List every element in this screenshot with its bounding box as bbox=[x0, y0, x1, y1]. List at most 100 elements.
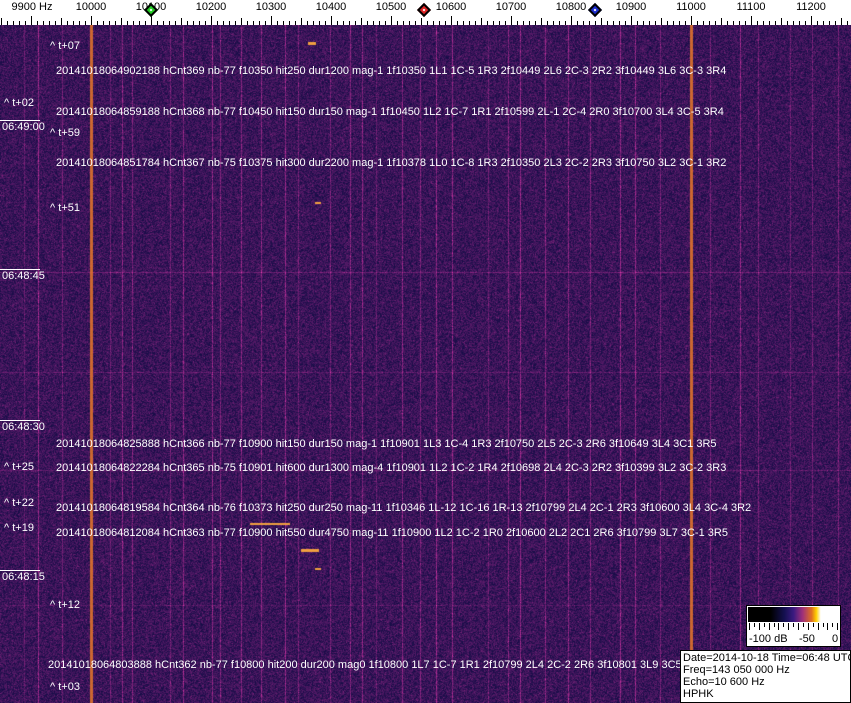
axis-tick bbox=[709, 21, 710, 25]
axis-tick bbox=[109, 21, 110, 25]
axis-tick bbox=[49, 21, 50, 25]
detection-line: 20141018064812084 hCnt363 nb-77 f10900 h… bbox=[56, 527, 728, 539]
axis-tick bbox=[805, 21, 806, 25]
axis-tick bbox=[13, 21, 14, 25]
axis-tick bbox=[811, 16, 812, 25]
axis-tick bbox=[649, 21, 650, 25]
blue-marker[interactable] bbox=[587, 2, 603, 18]
legend-label-mid: -50 bbox=[799, 633, 815, 645]
time-label: 06:48:45 bbox=[0, 269, 45, 282]
axis-tick bbox=[145, 21, 146, 25]
axis-tick bbox=[763, 21, 764, 25]
legend-tick bbox=[783, 623, 785, 627]
legend-tick bbox=[802, 623, 804, 627]
axis-tick bbox=[235, 21, 236, 25]
axis-tick bbox=[283, 21, 284, 25]
axis-tick bbox=[685, 21, 686, 25]
axis-tick bbox=[799, 21, 800, 25]
freq-tick-label: 11100 bbox=[736, 1, 766, 13]
axis-tick bbox=[139, 21, 140, 25]
axis-tick bbox=[169, 21, 170, 25]
legend-tick bbox=[753, 623, 755, 627]
axis-tick bbox=[91, 16, 92, 25]
event-offset: ^ t+19 bbox=[4, 522, 34, 534]
time-label: 06:48:30 bbox=[0, 420, 45, 433]
axis-tick bbox=[721, 18, 722, 25]
axis-tick bbox=[643, 21, 644, 25]
event-offset: ^ t+12 bbox=[50, 599, 80, 611]
legend-tick bbox=[768, 623, 770, 630]
axis-tick bbox=[115, 21, 116, 25]
axis-tick bbox=[559, 21, 560, 25]
axis-tick bbox=[505, 21, 506, 25]
axis-tick bbox=[67, 21, 68, 25]
axis-tick bbox=[667, 21, 668, 25]
axis-tick bbox=[121, 18, 122, 25]
axis-tick bbox=[265, 21, 266, 25]
freq-tick-label: 10700 bbox=[495, 1, 527, 13]
axis-tick bbox=[37, 21, 38, 25]
axis-tick bbox=[661, 18, 662, 25]
date-time: Date=2014-10-18 Time=06:48 UTC bbox=[683, 652, 851, 664]
axis-tick bbox=[841, 18, 842, 25]
legend-tick bbox=[763, 623, 765, 627]
axis-tick bbox=[523, 21, 524, 25]
axis-tick bbox=[679, 21, 680, 25]
axis-tick bbox=[43, 21, 44, 25]
freq-tick-label: 10500 bbox=[375, 1, 407, 13]
red-marker[interactable] bbox=[416, 2, 432, 18]
axis-tick bbox=[463, 21, 464, 25]
axis-tick bbox=[553, 21, 554, 25]
axis-tick bbox=[589, 21, 590, 25]
freq-tick-label: 10900 bbox=[615, 1, 647, 13]
axis-tick bbox=[313, 21, 314, 25]
axis-tick bbox=[835, 21, 836, 25]
event-offset: ^ t+25 bbox=[4, 461, 34, 473]
legend-tick bbox=[798, 623, 799, 630]
axis-tick bbox=[259, 21, 260, 25]
axis-tick bbox=[451, 16, 452, 25]
axis-tick bbox=[481, 18, 482, 25]
spectrogram-waterfall[interactable] bbox=[0, 25, 851, 703]
axis-tick bbox=[475, 21, 476, 25]
color-scale-bar bbox=[748, 607, 839, 622]
freq-tick-label: 10200 bbox=[195, 1, 227, 13]
axis-tick bbox=[697, 21, 698, 25]
axis-tick bbox=[7, 21, 8, 25]
axis-tick bbox=[769, 21, 770, 25]
axis-tick bbox=[739, 21, 740, 25]
axis-tick bbox=[547, 21, 548, 25]
axis-tick bbox=[529, 21, 530, 25]
axis-tick bbox=[97, 21, 98, 25]
axis-tick bbox=[433, 21, 434, 25]
axis-tick bbox=[379, 21, 380, 25]
axis-tick bbox=[181, 18, 182, 25]
detection-line: 20141018064803888 hCnt362 nb-77 f10800 h… bbox=[48, 659, 682, 671]
axis-tick bbox=[385, 21, 386, 25]
axis-tick bbox=[457, 21, 458, 25]
legend-tick bbox=[773, 623, 775, 627]
time-label: 06:49:00 bbox=[0, 120, 45, 133]
legend-tick bbox=[832, 623, 834, 627]
axis-tick bbox=[271, 16, 272, 25]
axis-tick bbox=[25, 21, 26, 25]
axis-tick bbox=[103, 21, 104, 25]
axis-tick bbox=[445, 21, 446, 25]
axis-tick bbox=[319, 21, 320, 25]
axis-tick bbox=[595, 21, 596, 25]
axis-tick bbox=[127, 21, 128, 25]
axis-tick bbox=[85, 21, 86, 25]
axis-tick bbox=[325, 21, 326, 25]
freq-tick-label: 11200 bbox=[796, 1, 826, 13]
axis-tick bbox=[1, 18, 2, 25]
axis-tick bbox=[751, 16, 752, 25]
event-offset: ^ t+59 bbox=[50, 127, 80, 139]
event-offset: ^ t+07 bbox=[50, 40, 80, 52]
axis-tick bbox=[187, 21, 188, 25]
station-name: HPHK bbox=[683, 688, 714, 700]
axis-tick bbox=[415, 21, 416, 25]
axis-tick bbox=[55, 21, 56, 25]
detection-line: 20141018064819584 hCnt364 nb-76 f10373 h… bbox=[56, 502, 752, 514]
axis-tick bbox=[295, 21, 296, 25]
axis-tick bbox=[367, 21, 368, 25]
